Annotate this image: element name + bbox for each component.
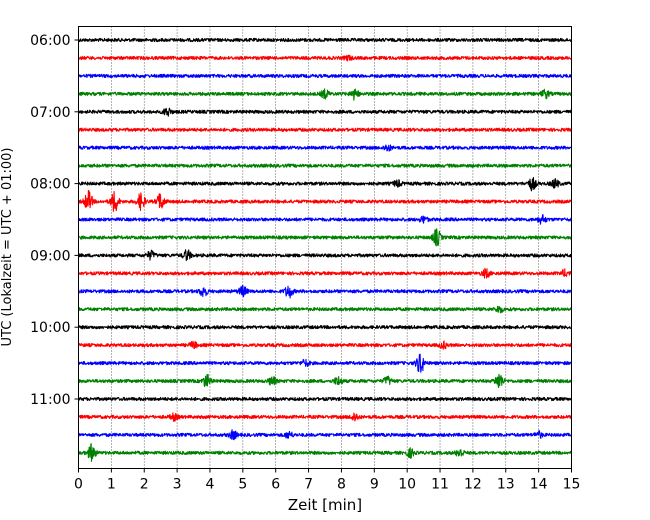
trace-0815	[77, 189, 573, 212]
y-tick-label-0: 06:00	[30, 33, 70, 49]
x-axis-ticks: 0 1 2 3 4 5 6 7 8 9 10 11 12 13 14 15	[74, 468, 581, 493]
plot-frame	[78, 26, 572, 469]
trace-1000	[78, 325, 572, 330]
trace-0900	[77, 249, 572, 262]
x-tick-label-7: 7	[304, 477, 313, 493]
trace-0615	[77, 54, 572, 62]
x-tick-label-6: 6	[271, 477, 280, 493]
x-tick-label-9: 9	[370, 477, 379, 493]
trace-1130	[77, 429, 573, 441]
x-tick-label-3: 3	[173, 477, 182, 493]
y-tick-label-5: 11:00	[30, 392, 70, 408]
x-tick-label-12: 12	[464, 477, 482, 493]
trace-0830	[78, 214, 573, 225]
x-tick-label-5: 5	[238, 477, 247, 493]
trace-1030	[77, 353, 573, 373]
trace-group	[77, 37, 573, 462]
trace-0845	[77, 228, 573, 247]
x-tick-label-0: 0	[74, 477, 83, 493]
x-tick-label-1: 1	[107, 477, 116, 493]
trace-1115	[77, 412, 572, 422]
x-axis-label: Zeit [min]	[288, 496, 362, 514]
y-tick-label-1: 07:00	[30, 105, 70, 121]
x-tick-label-10: 10	[398, 477, 416, 493]
trace-1100	[78, 396, 573, 402]
trace-0745	[77, 163, 573, 168]
trace-0730	[77, 144, 573, 152]
trace-1015	[77, 340, 572, 350]
x-tick-label-2: 2	[140, 477, 149, 493]
trace-0800	[77, 177, 573, 192]
y-tick-label-4: 10:00	[30, 320, 70, 336]
trace-0945	[77, 305, 573, 314]
y-tick-label-3: 09:00	[30, 248, 70, 264]
trace-0700	[77, 107, 573, 117]
y-axis-label: UTC (Lokalzeit = UTC + 01:00)	[0, 148, 15, 347]
y-tick-label-2: 08:00	[30, 177, 70, 193]
y-axis-ticks: 06:00 07:00 08:00 09:00 10:00 11:00	[30, 33, 79, 408]
trace-0645	[77, 88, 572, 101]
trace-0930	[78, 284, 573, 299]
x-tick-label-13: 13	[497, 477, 515, 493]
trace-0630	[78, 73, 573, 79]
x-tick-label-11: 11	[431, 477, 449, 493]
trace-0715	[77, 127, 572, 132]
x-tick-label-14: 14	[530, 477, 548, 493]
x-tick-label-15: 15	[563, 477, 581, 493]
trace-1145	[77, 443, 573, 462]
trace-1045	[78, 373, 573, 389]
x-tick-label-8: 8	[337, 477, 346, 493]
trace-0600	[77, 37, 572, 43]
x-tick-label-4: 4	[206, 477, 215, 493]
trace-0915	[77, 267, 573, 279]
